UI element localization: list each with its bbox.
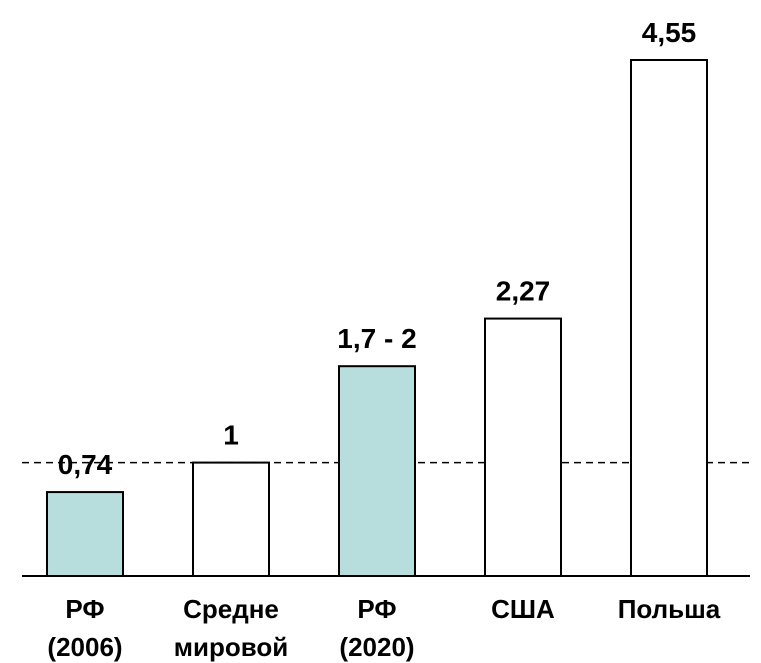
value-labels-group: 0,74 1 1,7 - 2 2,27 4,55 [58,17,697,480]
category-label-2-line2: (2020) [339,632,414,662]
category-label-4-line1: Польша [618,594,721,624]
category-label-3-line1: США [491,594,555,624]
value-label-2: 1,7 - 2 [337,323,416,354]
value-label-0: 0,74 [58,449,113,480]
bar-2 [338,365,416,578]
value-label-1: 1 [223,420,239,451]
bar-3 [484,317,562,577]
value-label-4: 4,55 [642,17,697,48]
category-label-1-line1: Средне [183,594,279,624]
category-label-2-line1: РФ [357,594,396,624]
category-label-1-line2: мировой [174,632,289,662]
bar-0 [46,491,124,578]
bars-group [46,59,708,578]
category-labels-group: РФ (2006) Средне мировой РФ (2020) США Польша [47,594,720,662]
category-label-0-line2: (2006) [47,632,122,662]
value-label-3: 2,27 [496,276,551,307]
bar-1 [192,461,270,578]
bar-4 [630,59,708,577]
category-label-0-line1: РФ [65,594,104,624]
